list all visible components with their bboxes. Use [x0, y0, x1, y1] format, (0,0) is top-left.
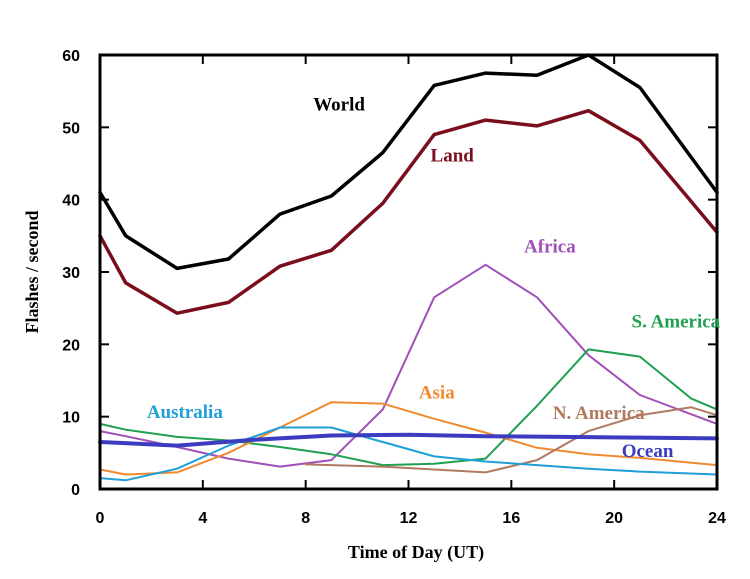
y-axis-title: Flashes / second — [22, 210, 42, 333]
series-line-s-america — [99, 348, 718, 467]
series-line-asia — [99, 401, 718, 476]
series-label-australia: Australia — [147, 402, 224, 423]
series-label-africa: Africa — [524, 236, 576, 257]
series-label-world: World — [313, 95, 365, 116]
x-tick-label: 24 — [708, 510, 726, 527]
y-tick-label: 50 — [62, 120, 80, 137]
y-tick-label: 10 — [62, 410, 80, 427]
x-axis-title: Time of Day (UT) — [348, 542, 484, 563]
x-tick-label: 16 — [502, 510, 520, 527]
y-tick-label: 60 — [62, 48, 80, 65]
series-label-n-america: N. America — [553, 403, 645, 424]
x-tick-label: 12 — [400, 510, 418, 527]
series-label-s-america: S. America — [632, 312, 721, 333]
tick-labels: 0 4 8 12 16 20 24 0 10 20 30 40 50 60 — [62, 48, 726, 527]
series-line-australia — [99, 426, 718, 482]
series-label-asia: Asia — [419, 383, 455, 404]
series-line-land — [98, 108, 719, 315]
series-label-ocean: Ocean — [622, 441, 674, 462]
x-tick-label: 20 — [605, 510, 623, 527]
y-tick-label: 20 — [62, 337, 80, 354]
x-tick-label: 4 — [198, 510, 207, 527]
y-tick-label: 40 — [62, 193, 80, 210]
axis-ticks — [99, 54, 718, 490]
series-line-world — [98, 53, 719, 271]
x-tick-label: 8 — [301, 510, 310, 527]
y-tick-label: 30 — [62, 265, 80, 282]
x-tick-label: 0 — [96, 510, 105, 527]
y-tick-label: 0 — [71, 482, 80, 499]
series-label-land: Land — [431, 145, 475, 166]
series-line-n-america — [304, 406, 718, 474]
series-labels: World Land Africa S. America Asia N. America A… — [147, 95, 721, 462]
series-line-ocean — [98, 432, 719, 448]
